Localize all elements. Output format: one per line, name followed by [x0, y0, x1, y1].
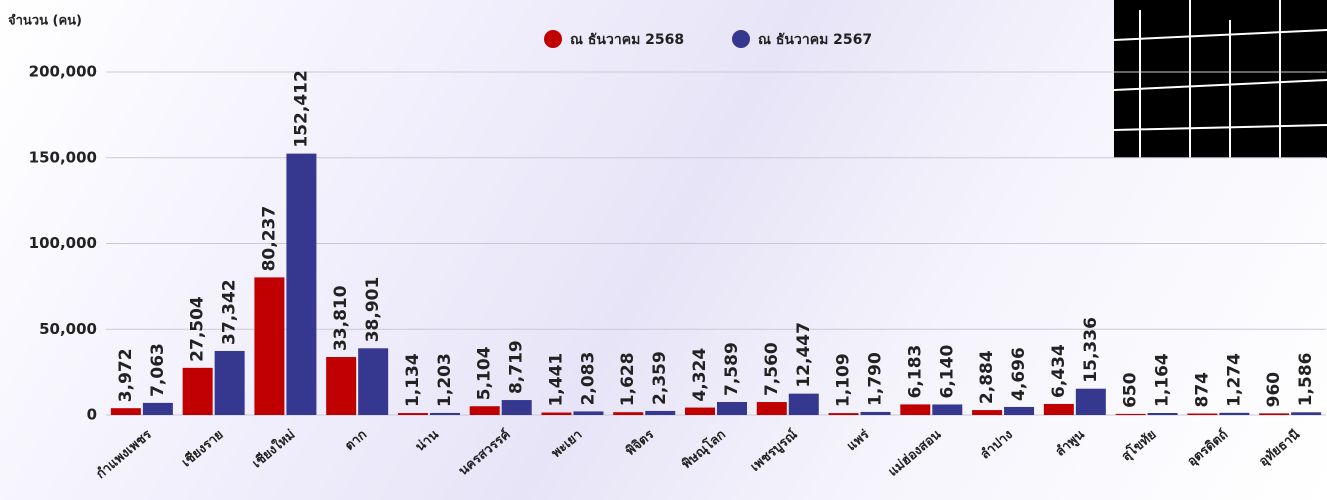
- x-tick-label: กำแพงเพชร: [93, 426, 155, 482]
- data-label: 6,140: [937, 345, 957, 399]
- bar: [613, 412, 643, 415]
- bar: [215, 351, 245, 415]
- legend-swatch: [544, 30, 562, 48]
- data-label: 650: [1121, 372, 1141, 408]
- y-tick-label: 100,000: [29, 234, 97, 252]
- bar: [358, 348, 388, 415]
- bar: [1116, 414, 1146, 415]
- bar: [1044, 404, 1074, 415]
- data-label: 152,412: [291, 70, 311, 147]
- y-tick-label: 50,000: [39, 320, 97, 338]
- data-label: 2,083: [578, 352, 598, 406]
- bar: [573, 411, 603, 415]
- x-tick-label: เพชรบูรณ์: [747, 426, 800, 474]
- data-label: 1,134: [403, 353, 423, 407]
- bar: [286, 154, 316, 415]
- bar: [430, 413, 460, 415]
- bar: [1148, 413, 1178, 415]
- x-tick-label: แพร่: [844, 427, 872, 454]
- bar: [789, 394, 819, 415]
- data-label: 1,274: [1224, 353, 1244, 407]
- bar: [757, 402, 787, 415]
- bar: [900, 404, 930, 415]
- data-label: 1,164: [1153, 353, 1173, 407]
- data-label: 1,628: [618, 352, 638, 406]
- bar: [398, 413, 428, 415]
- data-label: 1,790: [866, 352, 886, 406]
- bar: [861, 412, 891, 415]
- data-label: 27,504: [188, 296, 208, 362]
- building-image: [1114, 0, 1327, 158]
- data-label: 5,104: [475, 346, 495, 400]
- data-label: 33,810: [331, 285, 351, 351]
- bar: [932, 404, 962, 415]
- bar: [502, 400, 532, 415]
- y-tick-label: 0: [87, 406, 97, 424]
- data-label: 38,901: [363, 277, 383, 343]
- x-tick-label: ลำปาง: [977, 426, 1016, 462]
- data-label: 3,972: [116, 348, 136, 402]
- legend-label: ณ ธันวาคม 2568: [570, 32, 684, 48]
- data-label: 2,884: [977, 350, 997, 404]
- data-label: 1,109: [834, 353, 854, 407]
- x-tick-label: อุตรดิตถ์: [1184, 426, 1231, 469]
- bar: [972, 410, 1002, 415]
- chart: จำนวน (คน) 0 50,000 100,000 150,000 200,000 ณ…: [0, 0, 1327, 500]
- bar: [1291, 412, 1321, 415]
- x-tick-label: ตาก: [342, 427, 370, 454]
- bar: [183, 368, 213, 415]
- bar: [1187, 414, 1217, 415]
- data-label: 6,183: [905, 345, 925, 399]
- x-tick-label: น่าน: [413, 427, 442, 455]
- bar: [541, 413, 571, 415]
- data-label: 15,336: [1081, 317, 1101, 383]
- bar: [685, 408, 715, 415]
- bar: [470, 406, 500, 415]
- bar: [829, 413, 859, 415]
- data-label: 4,324: [690, 348, 710, 402]
- x-tick-label: เชียงราย: [179, 426, 227, 470]
- data-label: 1,441: [546, 353, 566, 407]
- bar: [645, 411, 675, 415]
- y-axis-label: จำนวน (คน): [8, 13, 82, 29]
- data-label: 80,237: [259, 206, 279, 272]
- x-tick-label: พิจิตร: [623, 427, 657, 459]
- x-tick-label: เชียงใหม่: [248, 426, 298, 472]
- x-tick-label: สุโขทัย: [1118, 426, 1160, 465]
- legend-label: ณ ธันวาคม 2567: [758, 32, 872, 48]
- data-label: 7,560: [762, 342, 782, 396]
- x-tick-label: แม่ฮ่องสอน: [886, 427, 945, 479]
- data-label: 4,696: [1009, 347, 1029, 401]
- bar: [1004, 407, 1034, 415]
- data-label: 874: [1192, 372, 1212, 408]
- data-label: 1,586: [1296, 352, 1316, 406]
- x-tick-label: พิษณุโลก: [678, 426, 729, 473]
- data-label: 7,063: [148, 343, 168, 397]
- data-label: 8,719: [507, 340, 527, 394]
- bar: [111, 408, 141, 415]
- data-label: 960: [1264, 372, 1284, 408]
- data-label: 12,447: [794, 322, 814, 388]
- bar: [143, 403, 173, 415]
- x-tick-label: พะเยา: [549, 427, 585, 461]
- y-tick-label: 150,000: [29, 148, 97, 166]
- data-label: 6,434: [1049, 344, 1069, 398]
- bar: [326, 357, 356, 415]
- bar: [1076, 389, 1106, 415]
- bar: [1259, 413, 1289, 415]
- data-label: 2,359: [650, 351, 670, 405]
- x-tick-label: นครสวรรค์: [455, 426, 513, 478]
- bar: [1219, 413, 1249, 415]
- legend-swatch: [732, 30, 750, 48]
- x-tick-label: อุทัยธานี: [1256, 426, 1303, 469]
- x-tick-label: ลำพูน: [1052, 426, 1087, 459]
- bar: [254, 277, 284, 415]
- y-tick-label: 200,000: [29, 63, 97, 81]
- data-label: 7,589: [722, 342, 742, 396]
- data-label: 1,203: [435, 353, 455, 407]
- bar: [717, 402, 747, 415]
- data-label: 37,342: [220, 279, 240, 345]
